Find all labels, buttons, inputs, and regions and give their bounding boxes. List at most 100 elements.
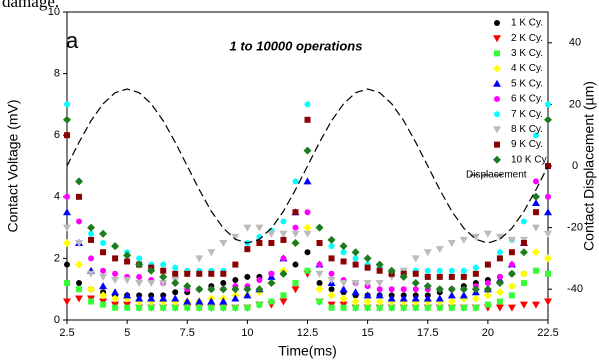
y-tick-label: 6 <box>54 129 60 141</box>
data-point <box>220 304 227 311</box>
data-point <box>375 260 384 269</box>
data-point <box>544 298 552 306</box>
data-point <box>447 291 456 299</box>
data-point <box>75 177 84 186</box>
data-point <box>544 230 552 238</box>
data-point <box>316 240 323 246</box>
legend-marker <box>493 126 501 134</box>
data-point <box>111 294 120 303</box>
data-point <box>459 291 468 299</box>
data-point <box>507 236 516 244</box>
legend-label: 10 K Cy. <box>511 154 549 165</box>
data-point <box>75 240 84 247</box>
y-tick-label: 8 <box>54 68 60 80</box>
x-tick-label: 5 <box>124 327 130 339</box>
data-point <box>532 209 539 216</box>
data-point <box>411 294 420 302</box>
data-point <box>532 132 539 139</box>
legend-label: Displacement <box>466 170 527 181</box>
data-point <box>436 304 443 311</box>
data-point <box>208 270 215 277</box>
data-point <box>279 298 288 306</box>
data-point <box>508 292 515 299</box>
data-point <box>135 260 144 269</box>
data-point <box>363 254 372 263</box>
x-tick-label: 7.5 <box>180 327 195 339</box>
data-point <box>256 276 263 283</box>
data-point <box>291 230 300 238</box>
data-point <box>435 285 444 294</box>
y-axis-label: Contact Voltage (mV) <box>5 99 21 232</box>
data-point <box>292 209 299 216</box>
data-point <box>496 255 503 262</box>
data-point <box>496 249 503 256</box>
data-point <box>315 270 324 278</box>
y2-tick-label: 0 <box>572 160 578 172</box>
data-point <box>471 294 480 303</box>
data-point <box>531 224 540 232</box>
data-point <box>483 230 492 238</box>
data-point <box>76 280 83 287</box>
y2-tick-label: -40 <box>567 283 583 295</box>
data-point <box>424 273 431 280</box>
data-point <box>412 270 419 277</box>
data-point <box>255 224 264 232</box>
legend-marker <box>493 79 501 87</box>
legend-marker <box>494 20 500 26</box>
data-point <box>340 304 347 311</box>
data-point <box>316 280 323 287</box>
data-point <box>147 266 156 275</box>
data-point <box>471 233 480 241</box>
y-tick-label: 2 <box>54 252 60 264</box>
data-point <box>531 301 540 309</box>
data-point <box>316 261 323 268</box>
data-point <box>243 285 252 294</box>
data-point <box>111 288 120 296</box>
data-point <box>256 240 263 246</box>
data-point <box>75 295 84 303</box>
data-point <box>327 291 336 300</box>
data-point <box>448 304 455 311</box>
data-point <box>231 233 240 241</box>
data-point <box>340 249 347 256</box>
data-point <box>327 235 336 244</box>
data-point <box>471 285 480 294</box>
data-point <box>304 267 311 274</box>
data-point <box>508 249 515 256</box>
data-point <box>376 267 383 274</box>
data-point <box>472 264 479 271</box>
data-point <box>400 304 407 311</box>
data-point <box>231 285 240 294</box>
data-point <box>436 273 443 280</box>
data-point <box>328 286 335 293</box>
annotation: 1 to 10000 operations <box>230 38 363 53</box>
data-point <box>507 269 516 278</box>
data-point <box>267 279 276 288</box>
data-point <box>112 304 119 311</box>
data-point <box>147 294 156 302</box>
data-point <box>364 264 371 271</box>
data-point <box>363 280 372 288</box>
legend-marker <box>494 50 500 57</box>
data-point <box>172 289 179 296</box>
data-point <box>63 115 71 124</box>
data-point <box>232 276 239 283</box>
data-point <box>399 294 408 302</box>
data-point <box>63 224 71 232</box>
data-point <box>64 280 70 287</box>
data-point <box>279 230 288 238</box>
header-text: damage. <box>2 0 59 11</box>
data-point <box>148 304 155 311</box>
data-point <box>495 233 504 241</box>
data-point <box>495 304 504 312</box>
data-point <box>376 304 383 311</box>
data-point <box>304 101 311 108</box>
data-point <box>111 242 120 251</box>
data-point <box>328 270 335 277</box>
y2-tick-label: 40 <box>569 37 581 49</box>
data-point <box>531 248 540 257</box>
panel-label: a <box>66 28 79 53</box>
legend-marker <box>493 155 501 164</box>
data-point <box>171 294 180 302</box>
data-point <box>483 291 492 300</box>
